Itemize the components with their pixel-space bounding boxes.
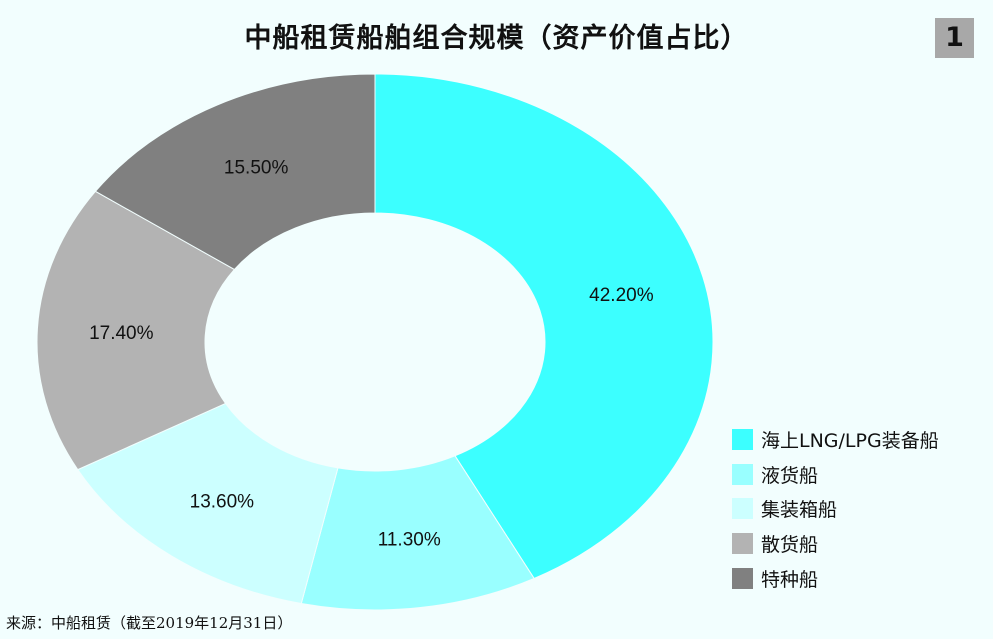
legend-swatch <box>732 463 753 485</box>
source-note: 来源：中船租赁（截至2019年12月31日） <box>6 614 293 632</box>
legend: 海上LNG/LPG装备船 液货船集装箱船散货船特种船 <box>732 422 939 596</box>
donut-slice-3 <box>77 402 339 605</box>
legend-item: 特种船 <box>732 561 939 596</box>
legend-item: 集装箱船 <box>732 492 939 527</box>
donut-slice-1 <box>374 73 714 580</box>
donut-slice-4 <box>36 190 236 471</box>
figure-number-badge: 1 <box>935 18 974 58</box>
legend-swatch <box>732 428 753 450</box>
slice-value-label-5: 15.50% <box>224 158 289 179</box>
slice-value-label-2: 11.30% <box>378 530 441 551</box>
legend-item: 液货船 <box>732 457 939 492</box>
chart-title: 中船租赁船舶组合规模（资产价值占比） <box>244 23 749 54</box>
legend-swatch <box>732 568 753 590</box>
donut-slice-5 <box>94 73 376 271</box>
legend-swatch <box>732 533 753 555</box>
legend-item: 海上LNG/LPG装备船 <box>732 422 939 457</box>
slice-value-label-4: 17.40% <box>89 323 154 344</box>
legend-swatch <box>732 498 753 520</box>
legend-label: 集装箱船 <box>761 499 838 522</box>
legend-label: 特种船 <box>761 569 819 592</box>
legend-label: 海上LNG/LPG装备船 <box>761 429 939 452</box>
slice-value-label-3: 13.60% <box>190 491 255 512</box>
legend-label: 散货船 <box>761 534 819 557</box>
legend-label: 液货船 <box>761 464 819 487</box>
legend-item: 散货船 <box>732 526 939 561</box>
slice-value-label-1: 42.20% <box>589 285 654 306</box>
